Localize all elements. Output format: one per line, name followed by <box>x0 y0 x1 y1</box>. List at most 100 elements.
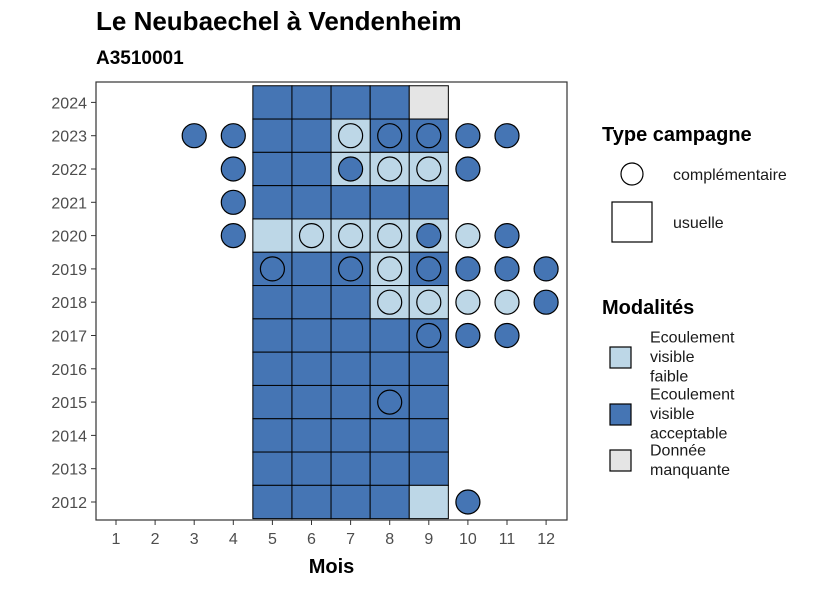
point-2023-10 <box>455 123 481 149</box>
tile-2013-6 <box>291 451 332 486</box>
tile-2012-6 <box>291 484 332 520</box>
tile-2015-5 <box>252 384 293 420</box>
tile-2016-8 <box>369 351 410 386</box>
y-tick-label: 2012 <box>51 495 87 512</box>
y-tick-label: 2013 <box>51 462 87 479</box>
y-tick-label: 2024 <box>51 95 87 112</box>
legend-type-label: complémentaire <box>673 167 787 184</box>
legend-swatch-acceptable <box>609 403 632 426</box>
x-tick-label: 4 <box>229 531 238 548</box>
point-2015-8 <box>377 389 403 415</box>
tile-2016-7 <box>330 351 371 386</box>
tile-2015-9 <box>408 384 449 420</box>
x-tick-label: 2 <box>151 531 160 548</box>
point-2022-7 <box>338 156 364 182</box>
x-tick-label: 8 <box>385 531 394 548</box>
point-2023-3 <box>181 123 207 149</box>
legend-swatch-faible <box>609 346 632 369</box>
tile-2024-7 <box>330 85 371 120</box>
tile-2021-7 <box>330 185 371 220</box>
tile-2012-5 <box>252 484 293 520</box>
tile-2024-9 <box>408 85 449 120</box>
legend-modalites: Modalités Ecoulement visible faibleEcouleme… <box>602 297 735 479</box>
tile-2017-6 <box>291 318 332 353</box>
tile-2015-6 <box>291 384 332 420</box>
legend-modalites-title: Modalités <box>602 297 694 319</box>
y-tick-label: 2016 <box>51 362 87 379</box>
point-2017-11 <box>494 322 520 349</box>
point-2019-9 <box>416 256 442 282</box>
tile-2013-7 <box>330 451 371 486</box>
y-tick-label: 2019 <box>51 262 87 279</box>
x-tick-label: 7 <box>346 531 355 548</box>
chart-subtitle: A3510001 <box>96 48 184 69</box>
point-2020-4 <box>220 223 246 249</box>
tile-2021-5 <box>252 185 293 220</box>
legend-circle-key <box>620 162 644 186</box>
tile-2014-8 <box>369 418 410 453</box>
x-tick-label: 1 <box>112 531 121 548</box>
point-2020-9 <box>416 223 442 249</box>
point-2023-4 <box>220 123 246 149</box>
tile-2012-9 <box>408 484 449 520</box>
legend-type-label: usuelle <box>673 215 724 232</box>
point-2012-10 <box>455 489 481 515</box>
legend-square-key <box>611 201 653 243</box>
x-axis: 1 2 3 4 5 6 7 8 9 10 11 12 <box>112 520 555 548</box>
plot-area <box>95 81 568 521</box>
point-2019-8 <box>377 256 403 282</box>
x-tick-label: 9 <box>424 531 433 548</box>
tile-2018-5 <box>252 285 293 320</box>
point-2019-10 <box>455 256 481 282</box>
tile-2016-9 <box>408 351 449 386</box>
y-axis: 2012 2013 2014 2015 2016 2017 2018 2019 2020 2021… <box>51 95 96 512</box>
tile-2014-6 <box>291 418 332 453</box>
tile-2014-9 <box>408 418 449 453</box>
tiles-layer <box>252 85 449 520</box>
point-2020-8 <box>377 223 403 249</box>
tile-2014-7 <box>330 418 371 453</box>
x-axis-title: Mois <box>309 556 355 578</box>
point-2018-8 <box>377 289 403 315</box>
legend-modalite-label: Donnée manquante <box>650 442 730 479</box>
legend-modalite-label: Ecoulement visible faible <box>650 330 735 386</box>
tile-2018-7 <box>330 285 371 320</box>
point-2022-8 <box>377 156 403 182</box>
x-tick-label: 5 <box>268 531 277 548</box>
legend-type-campagne: Type campagne complémentaire usuelle <box>602 124 787 243</box>
tile-2019-6 <box>291 251 332 287</box>
y-tick-label: 2023 <box>51 129 87 146</box>
tile-2024-5 <box>252 85 293 120</box>
point-2021-4 <box>220 189 246 215</box>
point-2020-7 <box>338 223 364 249</box>
legend-type-title: Type campagne <box>602 124 752 146</box>
tile-2015-7 <box>330 384 371 420</box>
tile-2024-8 <box>369 85 410 120</box>
point-2018-10 <box>455 289 481 315</box>
tile-2013-8 <box>369 451 410 486</box>
tile-2013-5 <box>252 451 293 486</box>
y-tick-label: 2021 <box>51 195 87 212</box>
x-tick-label: 11 <box>499 531 516 548</box>
tile-2016-5 <box>252 351 293 386</box>
point-2019-12 <box>533 256 559 282</box>
point-2022-4 <box>220 156 246 182</box>
tile-2014-5 <box>252 418 293 453</box>
point-2023-7 <box>338 123 364 149</box>
point-2023-9 <box>416 123 442 149</box>
x-tick-label: 6 <box>307 531 316 548</box>
legend-modalite-label: Ecoulement visible acceptable <box>650 387 735 443</box>
x-tick-label: 12 <box>537 531 555 548</box>
point-2023-8 <box>377 123 403 149</box>
y-tick-label: 2015 <box>51 395 87 412</box>
y-tick-label: 2022 <box>51 162 87 179</box>
tile-2017-5 <box>252 318 293 353</box>
tile-2024-6 <box>291 85 332 120</box>
plot-border <box>95 81 568 521</box>
y-tick-label: 2017 <box>51 329 87 346</box>
tile-2021-9 <box>408 185 449 220</box>
point-2020-11 <box>494 223 520 249</box>
legend-swatch-manquante <box>609 449 632 472</box>
point-2019-11 <box>494 256 520 282</box>
